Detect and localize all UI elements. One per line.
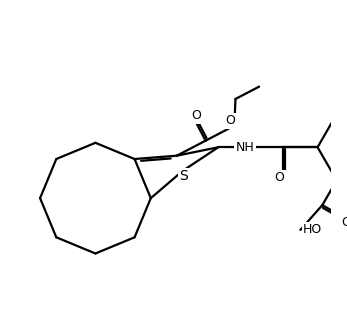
Text: HO: HO: [303, 223, 322, 236]
Text: O: O: [341, 216, 347, 229]
Text: NH: NH: [236, 141, 254, 154]
Text: O: O: [274, 171, 284, 184]
Text: O: O: [226, 115, 236, 127]
Text: O: O: [191, 109, 201, 122]
Text: S: S: [180, 169, 188, 183]
